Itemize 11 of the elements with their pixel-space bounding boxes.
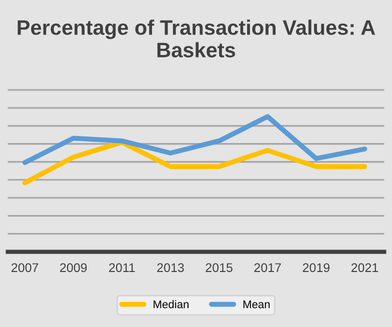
x-tick-label: 2017	[254, 263, 281, 272]
chart-title: Percentage of Transaction Values: A Baskets	[18, 20, 376, 58]
x-tick-label: 2013	[157, 263, 184, 272]
x-tick-label: 2009	[60, 263, 87, 272]
x-tick-label: 2007	[12, 263, 38, 272]
x-tick-label: 2019	[302, 263, 330, 272]
x-tick-label: 2011	[109, 263, 135, 272]
x-tick-label: 2015	[206, 263, 232, 272]
legend-label: Median	[154, 300, 188, 308]
legend-label: Mean	[243, 300, 270, 308]
x-tick-label: 2021	[351, 263, 378, 272]
